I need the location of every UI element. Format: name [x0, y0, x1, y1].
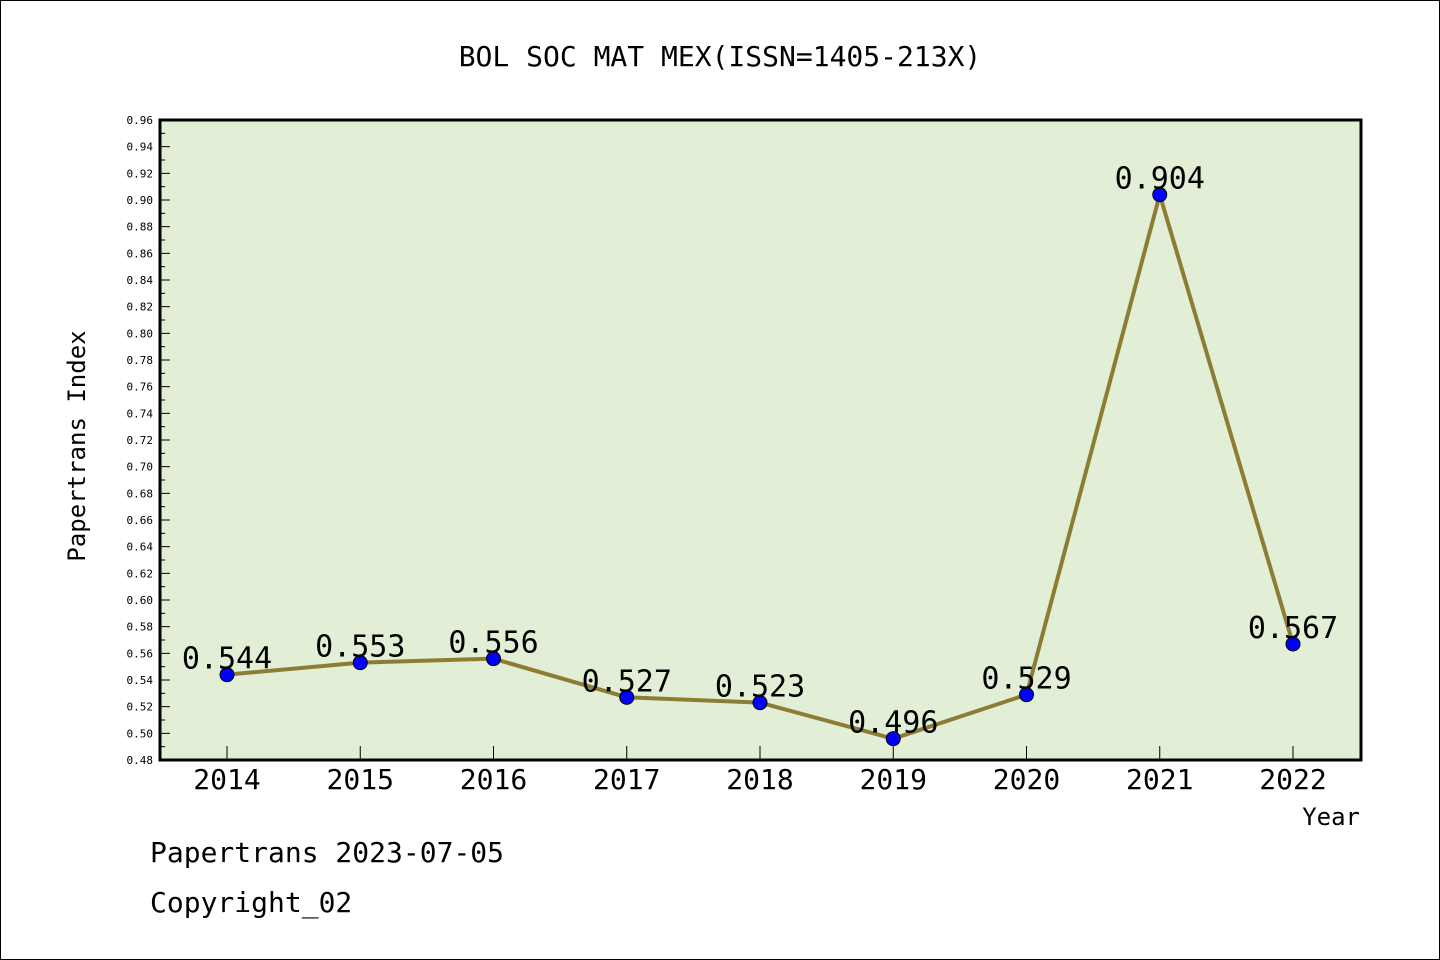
y-tick-label: 0.54 — [127, 674, 154, 687]
data-point — [1152, 187, 1168, 203]
y-tick-label: 0.48 — [127, 754, 154, 767]
y-tick-label: 0.78 — [127, 354, 154, 367]
x-tick-label: 2014 — [193, 763, 260, 796]
footer-copyright: Copyright_02 — [150, 886, 353, 919]
y-axis-title: Papertrans Index — [63, 330, 91, 561]
data-point — [219, 667, 235, 683]
y-tick-label: 0.80 — [127, 327, 154, 340]
y-tick-label: 0.92 — [127, 167, 154, 180]
y-tick-label: 0.64 — [127, 541, 154, 554]
y-tick-label: 0.88 — [127, 221, 154, 234]
data-point — [619, 689, 635, 705]
data-label: 0.496 — [848, 706, 938, 741]
y-tick-label: 0.96 — [127, 114, 154, 127]
footer-date: Papertrans 2023-07-05 — [150, 836, 505, 869]
data-point — [1285, 636, 1301, 652]
y-tick-label: 0.56 — [127, 647, 154, 660]
y-tick-label: 0.94 — [127, 141, 154, 154]
y-tick-label: 0.76 — [127, 381, 154, 394]
data-point — [486, 651, 501, 667]
data-point — [752, 695, 768, 711]
x-tick-label: 2020 — [993, 763, 1060, 796]
y-tick-label: 0.72 — [127, 434, 154, 447]
y-tick-label: 0.60 — [127, 594, 154, 607]
data-label: 0.567 — [1248, 611, 1338, 646]
plot-area — [158, 118, 1363, 762]
series-group: 0.544 0.553 0.556 0.527 0.523 0.496 0.529 0.904… — [182, 162, 1338, 747]
y-tick-label: 0.70 — [127, 461, 154, 474]
y-tick-label: 0.74 — [127, 407, 154, 420]
y-tick-label: 0.82 — [127, 301, 154, 314]
y-tick-label: 0.86 — [127, 247, 154, 260]
y-tick-label: 0.84 — [127, 274, 154, 287]
data-point — [1019, 687, 1034, 703]
y-tick-label: 0.68 — [127, 487, 154, 500]
y-axis: 0.48 0.50 0.52 0.54 0.56 0.58 0.60 0.62 0.64 0.66… — [127, 114, 170, 767]
data-point — [352, 655, 368, 671]
data-label: 0.529 — [981, 662, 1071, 697]
y-tick-label: 0.62 — [127, 567, 154, 580]
y-tick-label: 0.52 — [127, 701, 154, 714]
data-label: 0.904 — [1115, 162, 1205, 197]
x-tick-label: 2022 — [1259, 763, 1326, 796]
data-point — [885, 731, 901, 747]
data-label: 0.556 — [448, 626, 538, 661]
x-tick-label: 2019 — [860, 763, 927, 796]
data-label: 0.527 — [582, 664, 672, 699]
x-tick-label: 2016 — [460, 763, 527, 796]
data-label: 0.544 — [182, 642, 272, 677]
x-tick-label: 2017 — [593, 763, 660, 796]
x-axis: 2014 2015 2016 2017 2018 2019 2020 2021 2022 — [193, 746, 1327, 796]
data-label: 0.553 — [315, 630, 405, 665]
y-tick-label: 0.58 — [127, 621, 154, 634]
y-tick-label: 0.90 — [127, 194, 154, 207]
x-axis-title: Year — [1302, 803, 1360, 831]
x-tick-label: 2021 — [1126, 763, 1193, 796]
chart-title: BOL SOC MAT MEX(ISSN=1405-213X) — [459, 40, 982, 73]
y-tick-label: 0.50 — [127, 727, 154, 740]
data-label: 0.523 — [715, 670, 805, 705]
y-tick-label: 0.66 — [127, 514, 154, 527]
x-tick-label: 2015 — [327, 763, 394, 796]
x-tick-label: 2018 — [726, 763, 793, 796]
